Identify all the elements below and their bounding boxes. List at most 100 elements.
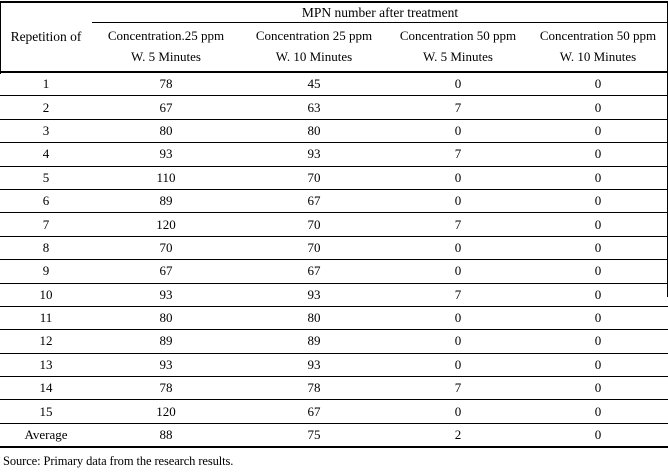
- table-cell: 0: [388, 306, 528, 331]
- table-cell: 0: [528, 166, 668, 190]
- table-cell: 78: [92, 376, 240, 401]
- table-cell: 70: [240, 166, 388, 190]
- column-header-line2: W. 5 Minutes: [423, 49, 493, 64]
- table-cell: 110: [92, 166, 240, 190]
- table-row: 15 120 67 0 0: [0, 399, 668, 424]
- table-cell: 0: [388, 329, 528, 354]
- column-header-line2: W. 5 Minutes: [131, 49, 201, 64]
- row-label: 4: [0, 142, 92, 167]
- table-cell: 63: [240, 95, 388, 120]
- table-cell: 89: [92, 189, 240, 214]
- source-note: Source: Primary data from the research r…: [3, 454, 234, 469]
- table-cell: 93: [92, 353, 240, 378]
- table-body: 1 78 45 0 0 2 67 63 7 0 3 80 80 0 0 4 93…: [0, 72, 668, 449]
- column-header-line1: Concentration 25 ppm: [255, 28, 373, 44]
- table-cell: 0: [528, 423, 668, 449]
- table-cell: 0: [528, 119, 668, 144]
- table-cell: 0: [528, 142, 668, 167]
- table-row: 7 120 70 7 0: [0, 212, 668, 237]
- table-cell: 88: [92, 423, 240, 449]
- table-cell: 89: [92, 329, 240, 354]
- table-cell: 0: [388, 236, 528, 261]
- table-cell: 0: [528, 399, 668, 424]
- table-cell: 70: [240, 212, 388, 237]
- column-header-line2: W. 10 Minutes: [559, 49, 637, 64]
- table-cell: 0: [528, 353, 668, 378]
- table-cell: 0: [388, 166, 528, 190]
- table-cell: 67: [92, 95, 240, 120]
- table-left-edge-line: [0, 2, 1, 74]
- table-row: 10 93 93 7 0: [0, 283, 668, 307]
- row-label: 8: [0, 236, 92, 261]
- table-cell: 89: [240, 329, 388, 354]
- table-cell: 80: [92, 119, 240, 144]
- table-row: 6 89 67 0 0: [0, 189, 668, 214]
- table-cell: 0: [388, 72, 528, 97]
- table-header: Repetition of MPN number after treatment…: [0, 2, 668, 73]
- table-cell: 67: [240, 189, 388, 214]
- table-row: 12 89 89 0 0: [0, 329, 668, 354]
- row-label: 6: [0, 189, 92, 214]
- table-cell: 0: [528, 189, 668, 214]
- table-cell: 0: [528, 95, 668, 120]
- table-cell: 67: [240, 399, 388, 424]
- table-row: 11 80 80 0 0: [0, 306, 668, 331]
- table-row: 3 80 80 0 0: [0, 119, 668, 144]
- column-header-50ppm-5min: Concentration 50 ppm W. 5 Minutes: [388, 22, 528, 73]
- table-cell: 0: [388, 259, 528, 284]
- table-cell: 75: [240, 423, 388, 449]
- table-cell: 2: [388, 423, 528, 449]
- table-row: 5 110 70 0 0: [0, 166, 668, 190]
- table-cell: 80: [240, 306, 388, 331]
- row-label: 1: [0, 72, 92, 97]
- table-cell: 93: [240, 283, 388, 307]
- column-header-line1: Concentration 50 ppm: [539, 28, 657, 44]
- table-cell: 78: [240, 376, 388, 401]
- table-cell: 0: [388, 189, 528, 214]
- row-label: 7: [0, 212, 92, 237]
- row-label: Average: [0, 423, 92, 449]
- table-cell: 70: [92, 236, 240, 261]
- row-label: 14: [0, 376, 92, 401]
- column-header-50ppm-10min: Concentration 50 ppm W. 10 Minutes: [528, 22, 668, 73]
- table-row: 8 70 70 0 0: [0, 236, 668, 261]
- table-cell: 0: [528, 283, 668, 307]
- table-cell: 93: [92, 283, 240, 307]
- row-label: 12: [0, 329, 92, 354]
- column-header-line1: Concentration 50 ppm: [399, 28, 517, 44]
- column-header-line1: Concentration.25 ppm: [107, 28, 225, 44]
- column-header-25ppm-5min: Concentration.25 ppm W. 5 Minutes: [92, 22, 240, 73]
- table-cell: 0: [388, 119, 528, 144]
- table-cell: 67: [240, 259, 388, 284]
- table-row: 2 67 63 7 0: [0, 95, 668, 120]
- table-cell: 7: [388, 212, 528, 237]
- table-cell: 7: [388, 376, 528, 401]
- table-span-title: MPN number after treatment: [92, 2, 668, 23]
- row-label: 9: [0, 259, 92, 284]
- table-cell: 70: [240, 236, 388, 261]
- table-cell: 0: [528, 376, 668, 401]
- table-row: 9 67 67 0 0: [0, 259, 668, 284]
- table-cell: 67: [92, 259, 240, 284]
- table-row: 1 78 45 0 0: [0, 72, 668, 97]
- row-label: 3: [0, 119, 92, 144]
- row-group-header: Repetition of: [0, 2, 92, 73]
- row-label: 11: [0, 306, 92, 331]
- table-row: Average 88 75 2 0: [0, 423, 668, 449]
- mpn-results-table: Repetition of MPN number after treatment…: [0, 1, 668, 449]
- table-cell: 0: [528, 236, 668, 261]
- table-cell: 7: [388, 283, 528, 307]
- table-row: 4 93 93 7 0: [0, 142, 668, 167]
- column-header-25ppm-10min: Concentration 25 ppm W. 10 Minutes: [240, 22, 388, 73]
- table-cell: 0: [528, 259, 668, 284]
- table-cell: 0: [388, 353, 528, 378]
- table-cell: 120: [92, 212, 240, 237]
- table-cell: 7: [388, 95, 528, 120]
- table-cell: 7: [388, 142, 528, 167]
- table-cell: 0: [528, 212, 668, 237]
- table-cell: 78: [92, 72, 240, 97]
- table-cell: 0: [528, 306, 668, 331]
- table-cell: 0: [388, 399, 528, 424]
- table-row: 14 78 78 7 0: [0, 376, 668, 401]
- table-row: 13 93 93 0 0: [0, 353, 668, 378]
